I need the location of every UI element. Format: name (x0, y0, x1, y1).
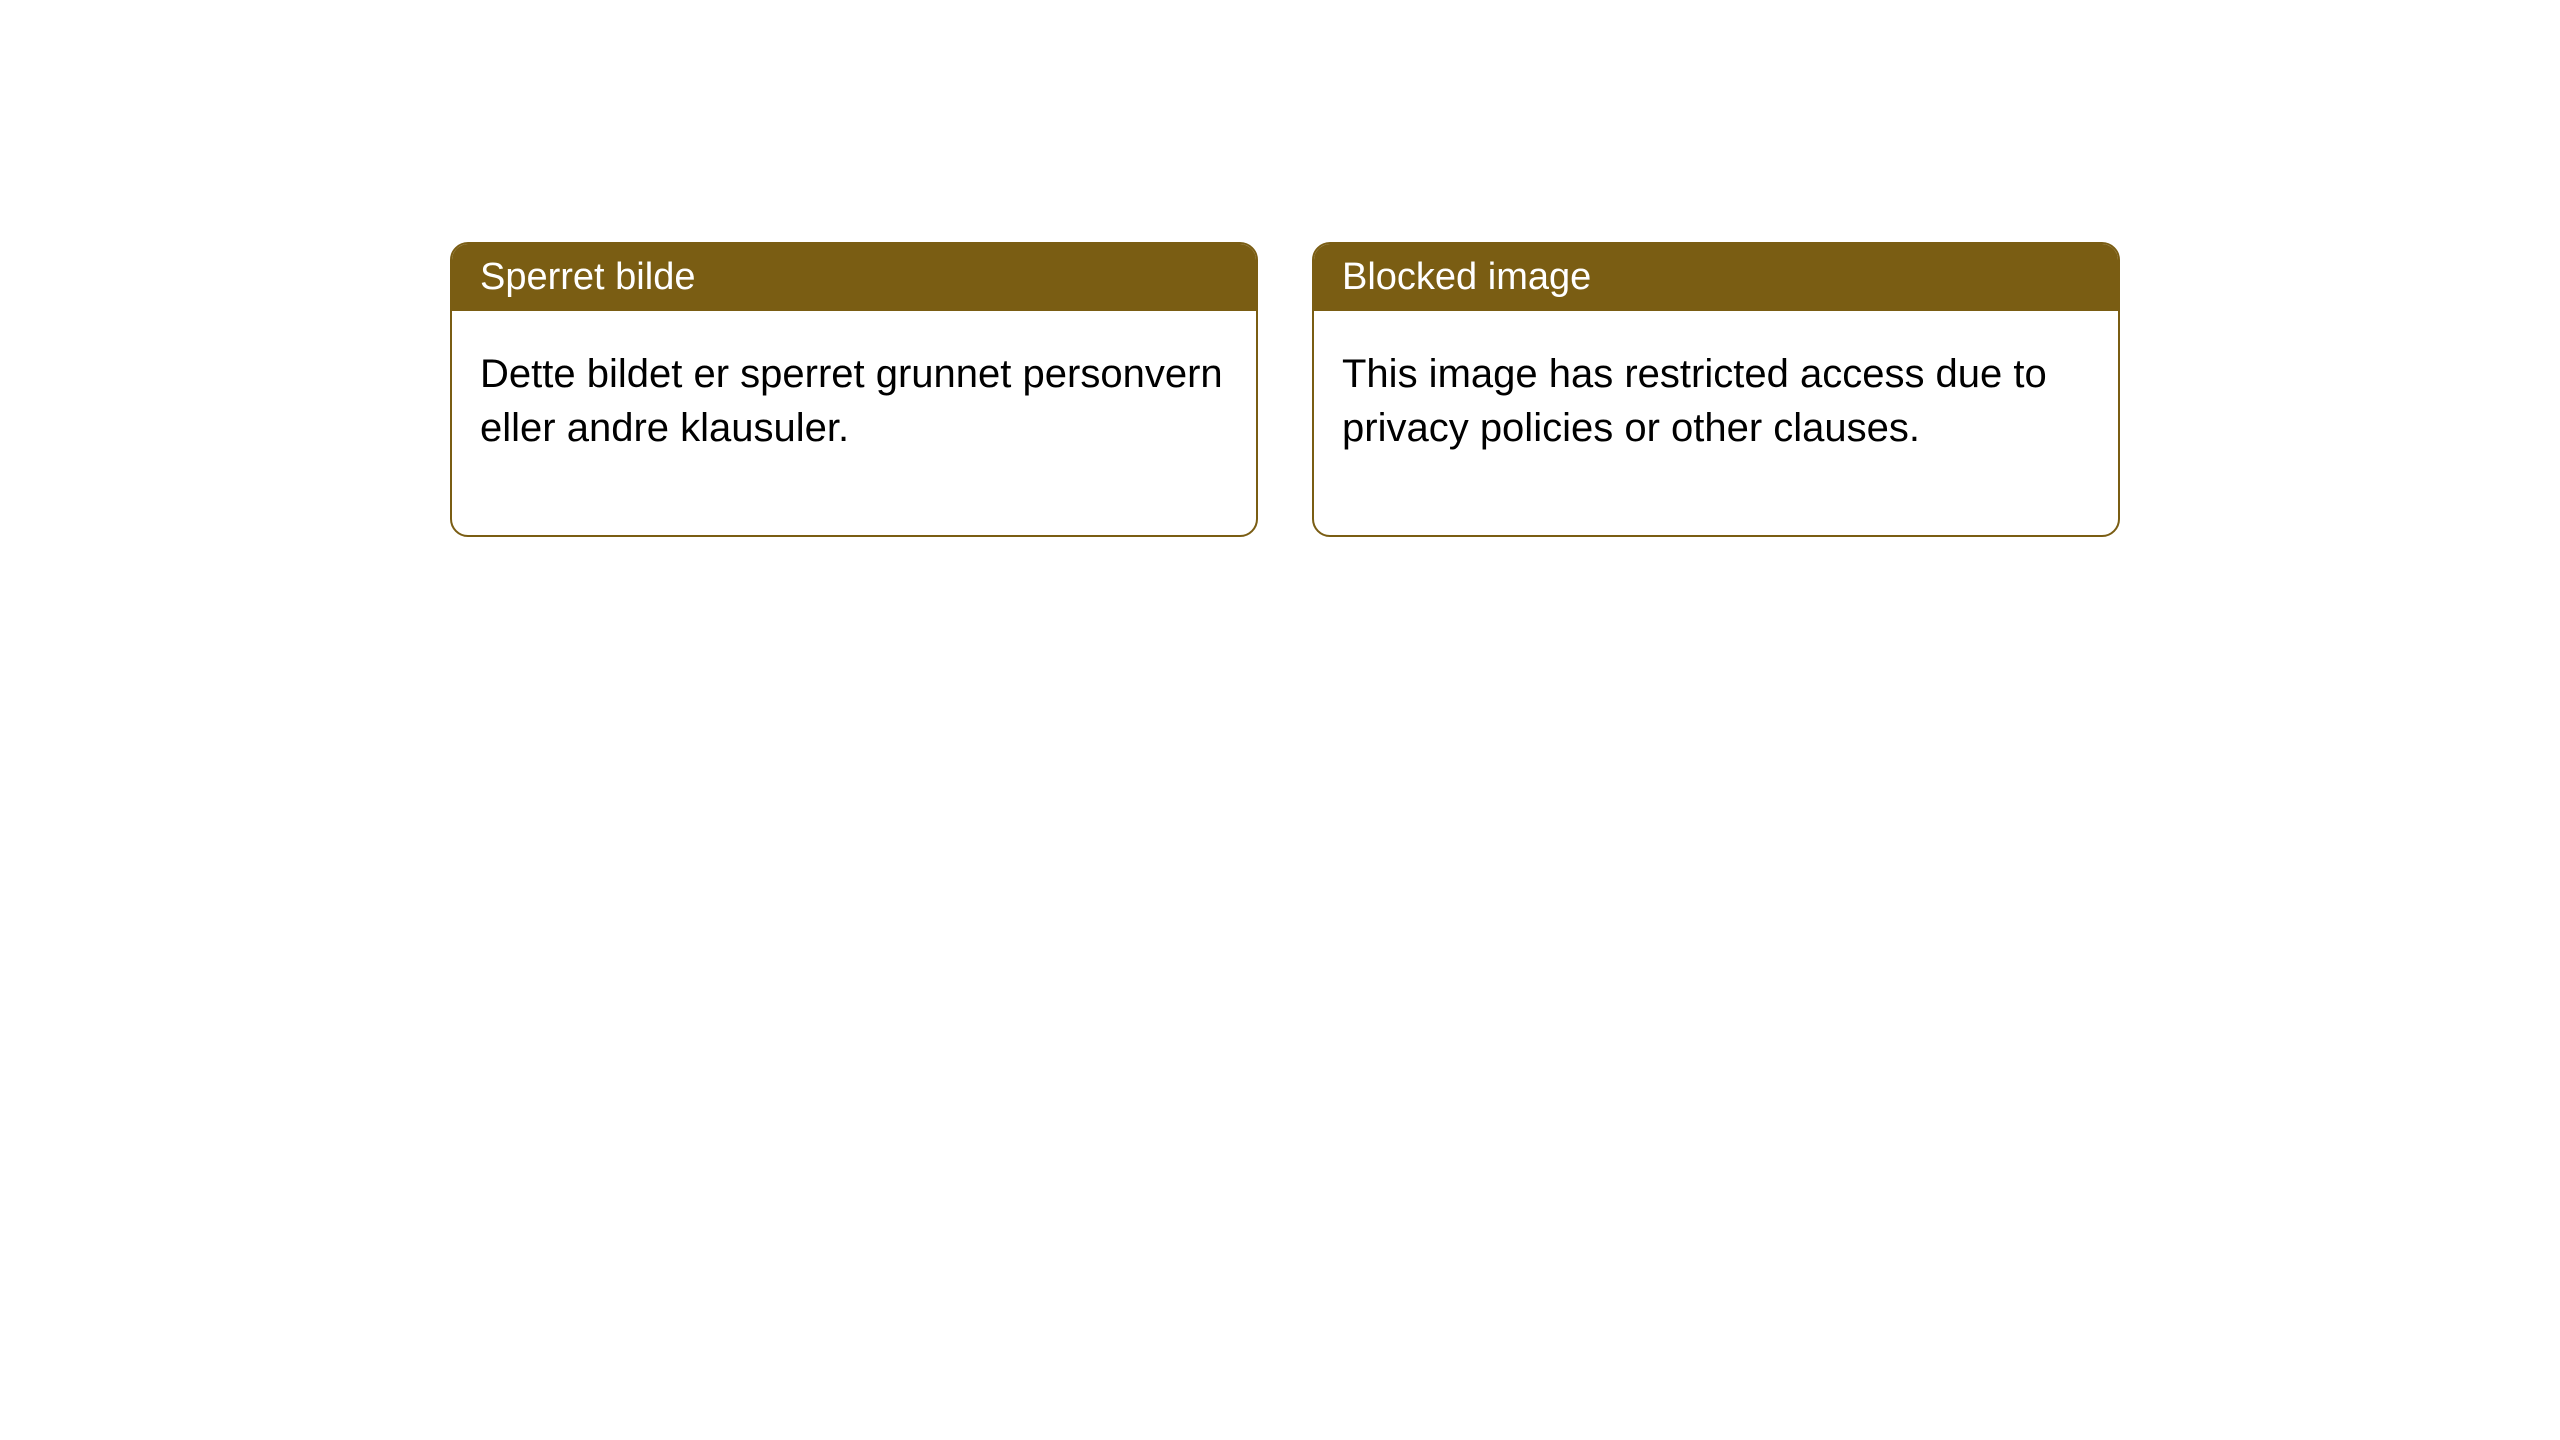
notice-title: Sperret bilde (480, 256, 695, 298)
notice-container: Sperret bilde Dette bildet er sperret gr… (450, 242, 2120, 537)
notice-card-body: Dette bildet er sperret grunnet personve… (452, 311, 1256, 535)
notice-card-english: Blocked image This image has restricted … (1312, 242, 2120, 537)
notice-card-header: Blocked image (1314, 244, 2118, 311)
notice-title: Blocked image (1342, 256, 1591, 298)
notice-card-header: Sperret bilde (452, 244, 1256, 311)
notice-card-norwegian: Sperret bilde Dette bildet er sperret gr… (450, 242, 1258, 537)
notice-message: Dette bildet er sperret grunnet personve… (480, 352, 1223, 450)
notice-card-body: This image has restricted access due to … (1314, 311, 2118, 535)
notice-message: This image has restricted access due to … (1342, 352, 2047, 450)
